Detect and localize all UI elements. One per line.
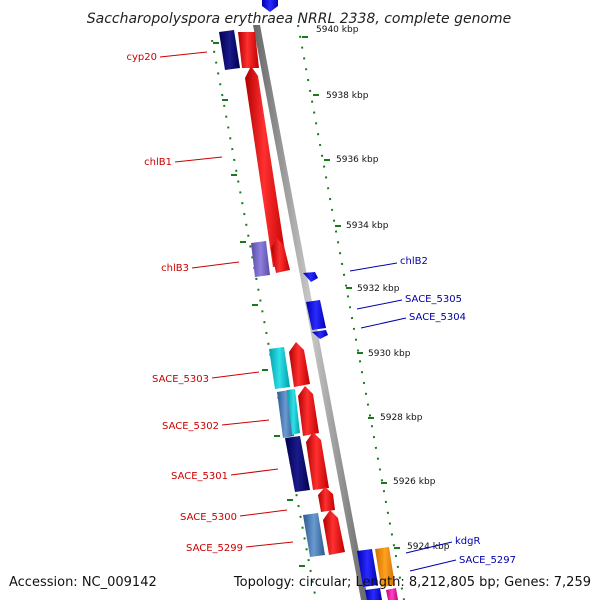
gene-label-SACE_5297[interactable]: SACE_5297 xyxy=(459,555,516,566)
scale-tick-label: 5932 kbp xyxy=(357,284,400,294)
scale-tick-label: 5930 kbp xyxy=(368,349,411,359)
gene-label-SACE_5305[interactable]: SACE_5305 xyxy=(405,294,462,305)
gene-label-SACE_5300[interactable]: SACE_5300 xyxy=(180,512,237,523)
gene-SACE_5305-block[interactable] xyxy=(306,300,326,330)
gene-label-chlB1[interactable]: chlB1 xyxy=(144,157,172,168)
gene-forward-navy[interactable] xyxy=(219,30,240,70)
gene-label-SACE_5301[interactable]: SACE_5301 xyxy=(171,471,228,482)
gene-forward-purple[interactable] xyxy=(251,241,270,277)
gene-cyp20-arrow[interactable] xyxy=(245,66,287,267)
accession-text: Accession: NC_009142 xyxy=(9,575,157,590)
inner-scale-track xyxy=(211,39,317,600)
gene-reverse-pink[interactable] xyxy=(386,588,398,600)
scale-tick-label: 5928 kbp xyxy=(380,413,423,423)
gene-reverse-blue[interactable] xyxy=(365,588,382,600)
gene-forward-cyan[interactable] xyxy=(269,347,290,389)
gene-label-SACE_5304[interactable]: SACE_5304 xyxy=(409,312,466,323)
gene-chlB3-arrow[interactable] xyxy=(271,238,290,273)
gene-reverse-blue[interactable] xyxy=(262,0,278,12)
gene-label-SACE_5299[interactable]: SACE_5299 xyxy=(186,543,243,554)
outer-major-ticks xyxy=(302,36,400,549)
gene-label-SACE_5302[interactable]: SACE_5302 xyxy=(162,421,219,432)
gene-forward-red[interactable] xyxy=(238,32,259,68)
gene-forward-red[interactable] xyxy=(306,432,329,490)
map-title: Saccharopolyspora erythraea NRRL 2338, c… xyxy=(87,11,512,27)
gene-chlB2-arrow[interactable] xyxy=(303,272,318,282)
scale-tick-label: 5940 kbp xyxy=(316,25,359,35)
gene-forward-steel[interactable] xyxy=(303,513,325,557)
reverse-gene-labels: chlB2 SACE_5305 SACE_5304 kdgR SACE_5297 xyxy=(349,256,516,572)
scale-tick-label: 5936 kbp xyxy=(336,155,379,165)
gene-SACE_5304-arrow[interactable] xyxy=(312,330,328,339)
scale-tick-label: 5924 kbp xyxy=(407,542,450,552)
gene-kdgR-block[interactable] xyxy=(375,547,395,587)
gene-label-chlB2[interactable]: chlB2 xyxy=(400,256,428,267)
gene-reverse-blue[interactable] xyxy=(357,549,378,587)
gene-forward-red[interactable] xyxy=(289,342,310,387)
scale-tick-label: 5934 kbp xyxy=(346,221,389,231)
scale-tick-label: 5926 kbp xyxy=(393,477,436,487)
forward-gene-labels: cyp20 chlB1 chlB3 SACE_5303 SACE_5302 SA… xyxy=(127,51,294,554)
gene-forward-cyan[interactable] xyxy=(287,389,300,435)
gene-label-SACE_5303[interactable]: SACE_5303 xyxy=(152,374,209,385)
gene-forward-red[interactable] xyxy=(298,386,319,436)
inner-major-ticks xyxy=(213,42,305,567)
gene-label-chlB3[interactable]: chlB3 xyxy=(161,263,189,274)
gene-label-kdgR[interactable]: kdgR xyxy=(455,536,480,547)
genome-stats-text: Topology: circular; Length: 8,212,805 bp… xyxy=(233,575,591,590)
gene-forward-red[interactable] xyxy=(323,510,345,555)
scale-tick-label: 5938 kbp xyxy=(326,91,369,101)
gene-label-cyp20[interactable]: cyp20 xyxy=(127,52,158,63)
gene-forward-navy[interactable] xyxy=(285,436,310,492)
gene-forward-red[interactable] xyxy=(318,487,335,512)
